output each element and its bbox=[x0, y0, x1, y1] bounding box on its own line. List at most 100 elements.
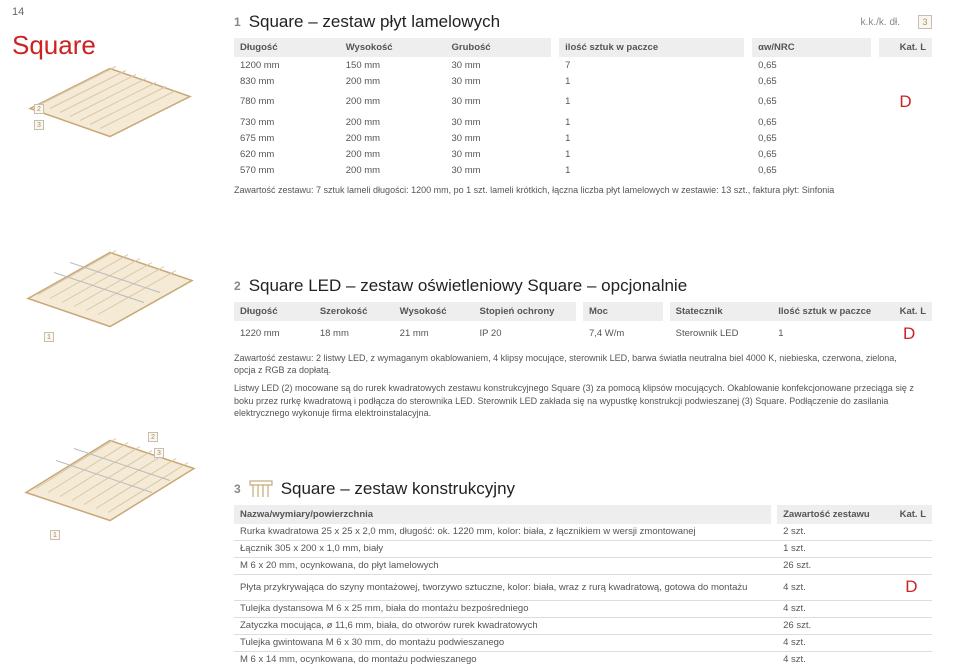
t2-cell: 7,4 W/m bbox=[583, 321, 663, 346]
t1-cell: 620 mm bbox=[234, 146, 340, 162]
table-row: 570 mm200 mm30 mm10,65 bbox=[234, 162, 932, 178]
t1-h5: Kat. L bbox=[879, 38, 932, 57]
illustration-2: 1 bbox=[20, 220, 200, 355]
table-row: 730 mm200 mm30 mm 1 0,65 bbox=[234, 114, 932, 130]
table-row: 675 mm200 mm30 mm 1 0,65 bbox=[234, 130, 932, 146]
t2-h0: Długość bbox=[234, 302, 314, 321]
t3-cell: 2 szt. bbox=[777, 524, 891, 541]
block3-title: Square – zestaw konstrukcyjny bbox=[281, 479, 932, 499]
t3-cell: Łącznik 305 x 200 x 1,0 mm, biały bbox=[234, 540, 771, 557]
t1-cell: 1 bbox=[559, 89, 744, 114]
t1-cell bbox=[879, 73, 932, 89]
t3-cell: 4 szt. bbox=[777, 574, 891, 600]
t1-cell: 30 mm bbox=[446, 114, 552, 130]
t1-cell: 0,65 bbox=[752, 89, 871, 114]
block1-cat-badge: 3 bbox=[918, 15, 932, 29]
illustration-3: 2 3 1 bbox=[20, 410, 200, 545]
t3-cell bbox=[891, 557, 932, 574]
t1-cell: 200 mm bbox=[340, 73, 446, 89]
table-row: 620 mm200 mm30 mm10,65 bbox=[234, 146, 932, 162]
t1-cell: 1 bbox=[559, 114, 744, 130]
t1-cell: 200 mm bbox=[340, 130, 446, 146]
t1-cell bbox=[879, 162, 932, 178]
block2-title: Square LED – zestaw oświetleniowy Square… bbox=[249, 276, 932, 296]
table-row: M 6 x 14 mm, ocynkowana, do montażu podw… bbox=[234, 651, 932, 668]
t1-cell: 780 mm bbox=[234, 89, 340, 114]
t1-cell: 0,65 bbox=[752, 130, 871, 146]
block1-title: Square – zestaw płyt lamelowych bbox=[249, 12, 853, 32]
block1-num: 1 bbox=[234, 15, 241, 29]
illus3-tag-3: 3 bbox=[154, 448, 164, 458]
block1-right-label: k.k./k. dł. bbox=[861, 17, 900, 28]
t3-cell bbox=[891, 524, 932, 541]
t1-cell: 0,65 bbox=[752, 146, 871, 162]
illus2-tag-1: 1 bbox=[44, 332, 54, 342]
t3-cell bbox=[891, 617, 932, 634]
t1-cell bbox=[879, 57, 932, 73]
t3-cell bbox=[891, 540, 932, 557]
illus1-tag-3: 3 bbox=[34, 120, 44, 130]
table-row: Tulejka dystansowa M 6 x 25 mm, biała do… bbox=[234, 600, 932, 617]
t2-cell: Sterownik LED bbox=[670, 321, 773, 346]
t2-h1: Szerokość bbox=[314, 302, 394, 321]
illus3-tag-2: 2 bbox=[148, 432, 158, 442]
block-1: 1 Square – zestaw płyt lamelowych k.k./k… bbox=[234, 12, 932, 196]
t1-cell bbox=[879, 130, 932, 146]
t3-cell: Rurka kwadratowa 25 x 25 x 2,0 mm, długo… bbox=[234, 524, 771, 541]
t1-h0: Długość bbox=[234, 38, 340, 57]
table-row: Łącznik 305 x 200 x 1,0 mm, biały 1 szt. bbox=[234, 540, 932, 557]
t3-h1: Zawartość zestawu bbox=[777, 505, 891, 524]
t1-cell: 0,65 bbox=[752, 162, 871, 178]
construction-icon bbox=[249, 480, 273, 498]
t1-cell: 730 mm bbox=[234, 114, 340, 130]
t3-cell bbox=[891, 600, 932, 617]
t1-cell: 1 bbox=[559, 162, 744, 178]
t1-cell: 1 bbox=[559, 130, 744, 146]
t3-cell: 4 szt. bbox=[777, 634, 891, 651]
table-row: Rurka kwadratowa 25 x 25 x 2,0 mm, długo… bbox=[234, 524, 932, 541]
t2-cell: 21 mm bbox=[394, 321, 474, 346]
block2-note2: Listwy LED (2) mocowane są do rurek kwad… bbox=[234, 382, 914, 418]
illus3-tag-1: 1 bbox=[50, 530, 60, 540]
t2-cell: IP 20 bbox=[473, 321, 576, 346]
t1-cell: 0,65 bbox=[752, 73, 871, 89]
table-row: Płyta przykrywająca do szyny montażowej,… bbox=[234, 574, 932, 600]
table-2: Długość Szerokość Wysokość Stopień ochro… bbox=[234, 302, 932, 346]
t1-cell: 30 mm bbox=[446, 57, 552, 73]
table-row: M 6 x 20 mm, ocynkowana, do płyt lamelow… bbox=[234, 557, 932, 574]
t2-cell: 1220 mm bbox=[234, 321, 314, 346]
table-row: 1200 mm150 mm30 mm70,65 bbox=[234, 57, 932, 73]
t2-h4: Moc bbox=[583, 302, 663, 321]
t1-cell: 830 mm bbox=[234, 73, 340, 89]
t3-cell: 26 szt. bbox=[777, 557, 891, 574]
t1-cell: 1200 mm bbox=[234, 57, 340, 73]
t1-cell: 200 mm bbox=[340, 114, 446, 130]
t3-cell: 4 szt. bbox=[777, 600, 891, 617]
t3-cell: 1 szt. bbox=[777, 540, 891, 557]
t1-cell: 200 mm bbox=[340, 146, 446, 162]
t3-cell: Tulejka dystansowa M 6 x 25 mm, biała do… bbox=[234, 600, 771, 617]
t2-cell: 1 bbox=[772, 321, 886, 346]
t1-cell: 200 mm bbox=[340, 89, 446, 114]
t1-cell: 0,65 bbox=[752, 114, 871, 130]
illustration-1: 2 3 bbox=[20, 34, 200, 169]
t1-cell: 675 mm bbox=[234, 130, 340, 146]
t1-cell: 1 bbox=[559, 73, 744, 89]
t2-h3: Stopień ochrony bbox=[473, 302, 576, 321]
t2-h6: Ilość sztuk w paczce bbox=[772, 302, 886, 321]
table-row: Tulejka gwintowana M 6 x 30 mm, do monta… bbox=[234, 634, 932, 651]
t1-cell bbox=[879, 146, 932, 162]
t1-cell: 30 mm bbox=[446, 146, 552, 162]
t2-h5: Statecznik bbox=[670, 302, 773, 321]
t1-h3: ilość sztuk w paczce bbox=[559, 38, 744, 57]
t1-h2: Grubość bbox=[446, 38, 552, 57]
t1-cell: 570 mm bbox=[234, 162, 340, 178]
t1-h4: αw/NRC bbox=[752, 38, 871, 57]
t1-h1: Wysokość bbox=[340, 38, 446, 57]
t3-cell: Tulejka gwintowana M 6 x 30 mm, do monta… bbox=[234, 634, 771, 651]
block3-num: 3 bbox=[234, 482, 241, 496]
t1-cell: 30 mm bbox=[446, 130, 552, 146]
t1-cell: 7 bbox=[559, 57, 744, 73]
table-3: Nazwa/wymiary/powierzchnia Zawartość zes… bbox=[234, 505, 932, 668]
block-3: 3 Square – zestaw konstrukcyjny Nazwa/wy… bbox=[234, 479, 932, 668]
